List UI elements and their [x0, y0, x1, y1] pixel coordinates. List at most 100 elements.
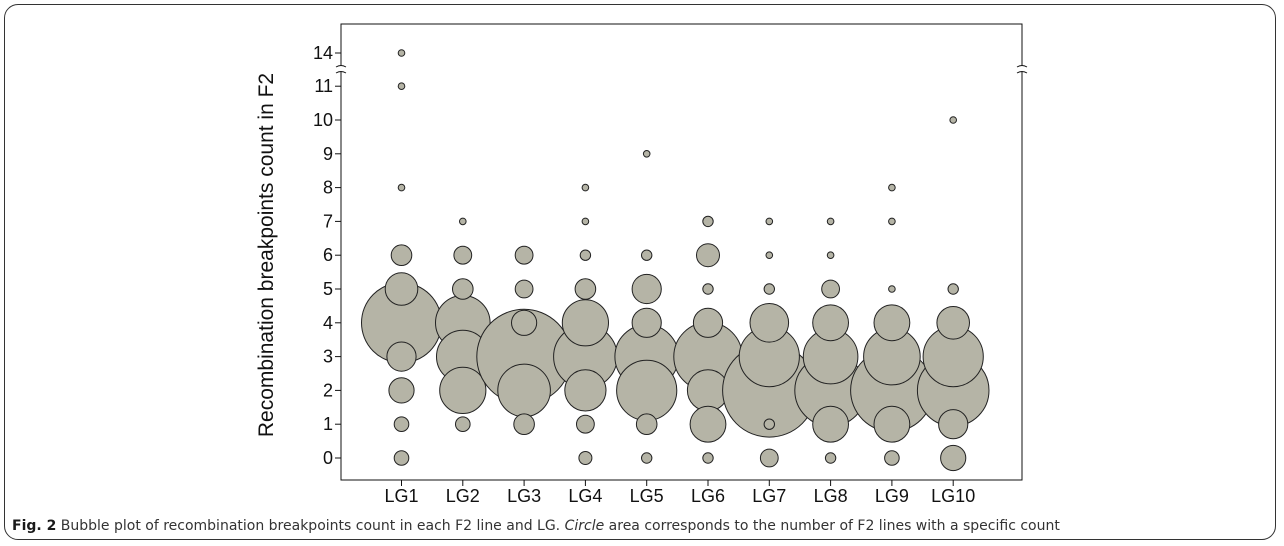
bubble-lg5-5 — [631, 273, 662, 305]
bubble-lg8-7 — [826, 217, 835, 226]
bubble-lg5-2 — [616, 359, 678, 421]
bubble-lg4-6 — [579, 249, 592, 261]
axis-break-mark — [1016, 71, 1028, 74]
x-tick-label: LG2 — [446, 486, 480, 506]
bubble-lg4-2 — [564, 369, 607, 412]
caption-text-1: Bubble plot of recombination breakpoints… — [56, 518, 565, 534]
bubble-lg2-6 — [453, 245, 473, 265]
axis-break-gap — [1016, 66, 1028, 72]
y-tick-label: 11 — [314, 76, 333, 96]
y-tick-label: 3 — [323, 347, 333, 367]
bubble-lg4-1 — [576, 414, 595, 434]
bubble-lg2-2 — [439, 366, 487, 414]
bubble-lg2-1 — [455, 416, 471, 433]
bubble-lg8-1 — [812, 405, 849, 443]
bubble-lg3-4 — [510, 309, 538, 336]
bubble-lg9-4 — [873, 304, 911, 342]
bubble-lg5-0 — [641, 452, 653, 464]
plot-area — [340, 23, 1023, 481]
bubble-lg6-4 — [692, 307, 724, 338]
bubble-lg3-5 — [514, 279, 534, 299]
bubble-lg8-0 — [824, 452, 837, 464]
bubble-lg9-1 — [873, 405, 911, 443]
bubble-lg9-8 — [888, 183, 896, 192]
x-tick-label: LG3 — [507, 486, 541, 506]
bubble-lg8-4 — [812, 304, 849, 342]
bubble-lg6-5 — [702, 283, 714, 295]
y-tick-label: 6 — [323, 245, 333, 265]
x-tick-label: LG9 — [875, 486, 909, 506]
bubble-lg4-0 — [578, 451, 593, 465]
bubble-lg1-14 — [397, 49, 406, 57]
bubble-lg5-6 — [641, 249, 653, 261]
bubble-lg5-4 — [631, 307, 662, 338]
bubble-lg1-0 — [393, 450, 410, 466]
bubble-lg7-1 — [763, 418, 775, 430]
caption-text-2: area corresponds to the number of F2 lin… — [604, 518, 1060, 534]
bubble-lg10-4 — [936, 306, 971, 340]
bubble-lg9-5 — [888, 285, 896, 293]
bubble-lg1-3 — [386, 341, 417, 372]
bubble-lg7-4 — [749, 303, 790, 343]
bubble-lg6-6 — [696, 243, 720, 268]
bubble-lg9-0 — [884, 450, 900, 466]
bubble-lg1-2 — [388, 377, 415, 404]
bubble-lg10-0 — [940, 444, 967, 472]
y-tick-label: 10 — [313, 110, 333, 130]
bubble-lg6-7 — [702, 215, 714, 228]
bubble-lg7-5 — [763, 283, 775, 295]
axis-break-mark — [1016, 65, 1028, 68]
bubble-lg4-7 — [581, 217, 590, 226]
axis-break-gap — [335, 66, 347, 72]
bubble-lg5-9 — [642, 150, 651, 158]
y-tick-label: 8 — [323, 178, 333, 198]
x-axis: LG1 LG2 LG3 LG4 LG5 LG6 LG7 LG8 LG9 LG10 — [384, 480, 975, 506]
bubble-lg7-0 — [759, 448, 779, 468]
x-tick-label: LG10 — [931, 486, 975, 506]
bubble-lg7-6 — [765, 251, 774, 259]
x-tick-label: LG1 — [384, 486, 418, 506]
bubble-lg8-5 — [821, 279, 840, 299]
y-tick-label: 0 — [323, 448, 333, 468]
bubble-lg6-1 — [689, 405, 727, 443]
y-tick-label: 1 — [323, 414, 333, 434]
y-tick-label: 9 — [323, 144, 333, 164]
figure-frame — [4, 4, 1276, 540]
bubble-lg5-1 — [635, 413, 658, 436]
bubble-lg3-2 — [497, 363, 551, 418]
bubble-lg4-8 — [581, 183, 590, 192]
bubble-lg10-10 — [949, 116, 958, 124]
x-tick-label: LG7 — [752, 486, 786, 506]
bubble-lg7-7 — [765, 217, 774, 226]
y-axis-label: Recombination breakpoints count in F2 — [255, 73, 278, 437]
y-tick-label: 2 — [323, 380, 333, 400]
y-tick-label: 14 — [313, 43, 333, 63]
axis-break-mark — [335, 65, 347, 68]
bubble-lg4-5 — [574, 278, 597, 300]
bubble-lg6-0 — [702, 452, 714, 464]
bubble-lg2-5 — [452, 278, 474, 300]
bubble-lg1-5 — [384, 272, 419, 306]
caption-italic: Circle — [564, 518, 605, 534]
figure-caption: Fig. 2 Bubble plot of recombination brea… — [12, 518, 1274, 534]
bubble-lg1-6 — [390, 244, 413, 266]
x-tick-label: LG5 — [630, 486, 664, 506]
figure-label: Fig. 2 — [12, 518, 57, 534]
x-tick-label: LG4 — [568, 486, 602, 506]
y-tick-label: 4 — [323, 313, 333, 333]
x-tick-label: LG6 — [691, 486, 725, 506]
bubble-lg1-8 — [397, 183, 406, 192]
bubble-lg1-1 — [393, 416, 410, 433]
bubble-lg2-7 — [459, 217, 467, 226]
x-tick-label: LG8 — [814, 486, 848, 506]
bubbles-layer — [361, 49, 990, 472]
bubble-lg10-5 — [947, 283, 959, 295]
y-tick-label: 7 — [323, 211, 333, 231]
bubble-lg4-4 — [561, 299, 610, 347]
bubble-lg1-11 — [397, 82, 406, 90]
bubble-lg10-1 — [938, 409, 969, 440]
bubble-lg9-7 — [888, 217, 896, 226]
y-tick-label: 5 — [323, 279, 333, 299]
bubble-lg3-1 — [513, 413, 535, 436]
